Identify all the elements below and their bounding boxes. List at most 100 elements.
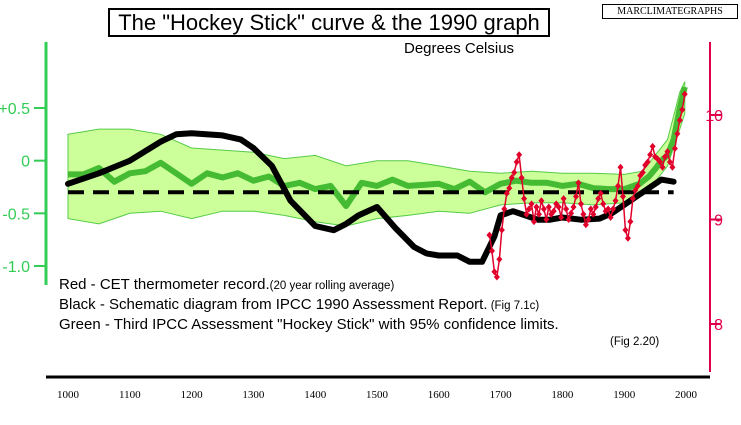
red-cet-point bbox=[528, 200, 535, 208]
red-cet-point bbox=[661, 153, 668, 161]
red-cet-point bbox=[518, 174, 525, 182]
red-cet-point bbox=[508, 174, 515, 182]
red-cet-point bbox=[666, 158, 673, 166]
red-cet-point bbox=[491, 268, 498, 276]
red-cet-point bbox=[543, 216, 550, 223]
red-cet-point bbox=[530, 218, 537, 226]
red-cet-point bbox=[627, 218, 634, 226]
red-cet-point bbox=[647, 151, 654, 159]
red-cet-point bbox=[590, 210, 597, 218]
red-cet-point bbox=[498, 226, 505, 234]
left-axis-tick-label: 0 bbox=[21, 154, 30, 171]
red-cet-point bbox=[634, 182, 641, 190]
red-cet-point bbox=[533, 203, 540, 211]
left-axis-tick-label: -1.0 bbox=[2, 259, 30, 276]
x-axis-tick-label: 1300 bbox=[242, 389, 265, 401]
red-cet-point bbox=[503, 189, 510, 197]
red-cet-point bbox=[496, 255, 503, 263]
red-cet-point bbox=[632, 186, 639, 194]
red-cet-point bbox=[572, 193, 579, 201]
red-cet-point bbox=[597, 189, 604, 197]
red-cet-point bbox=[674, 130, 681, 138]
legend-green-text: Green - Third IPCC Assessment "Hockey St… bbox=[59, 316, 559, 333]
red-cet-point bbox=[657, 158, 664, 166]
red-cet-point bbox=[615, 182, 622, 190]
red-cet-point bbox=[605, 205, 612, 213]
legend-red-text: Red - CET thermometer record. bbox=[59, 276, 270, 293]
red-cet-point bbox=[659, 163, 666, 171]
red-cet-point bbox=[664, 148, 671, 156]
x-axis-tick-label: 1500 bbox=[366, 389, 389, 401]
green-hockey-stick-line bbox=[68, 86, 688, 209]
red-cet-point bbox=[565, 216, 572, 223]
right-axis-tick-label: 10 bbox=[705, 108, 723, 125]
legend-red-note: (20 year rolling average) bbox=[269, 280, 395, 292]
x-axis-tick-label: 1900 bbox=[613, 389, 636, 401]
legend-green: Green - Third IPCC Assessment "Hockey St… bbox=[59, 316, 559, 333]
red-cet-point bbox=[568, 209, 575, 217]
red-cet-point bbox=[587, 205, 594, 213]
red-cet-point bbox=[575, 179, 582, 187]
x-axis-tick-label: 1400 bbox=[304, 389, 327, 401]
credit-label: MARCLIMATEGRAPHS bbox=[602, 4, 738, 19]
red-cet-point bbox=[669, 163, 676, 171]
red-cet-point bbox=[560, 195, 567, 203]
legend-black-text: Black - Schematic diagram from IPCC 1990… bbox=[59, 296, 488, 313]
left-axis-tick-label: +0.5 bbox=[0, 101, 30, 118]
red-cet-point bbox=[592, 203, 599, 211]
red-cet-point bbox=[540, 205, 547, 213]
red-cet-point bbox=[501, 205, 508, 213]
red-cet-point bbox=[493, 273, 500, 281]
legend-red: Red - CET thermometer record.(20 year ro… bbox=[59, 276, 394, 293]
black-1990-schematic-line bbox=[65, 130, 677, 265]
legend-green-note: (Fig 2.20) bbox=[610, 336, 660, 348]
x-axis-tick-label: 1700 bbox=[490, 389, 513, 401]
red-cet-point bbox=[610, 205, 617, 213]
red-cet-point bbox=[570, 203, 577, 211]
red-cet-point bbox=[629, 195, 636, 203]
right-axis-tick-label: 9 bbox=[714, 213, 723, 230]
red-cet-point bbox=[612, 197, 619, 205]
red-cet-point bbox=[585, 216, 592, 223]
red-cet-point bbox=[521, 195, 528, 203]
legend-black-note: (Fig 7.1c) bbox=[487, 300, 540, 312]
x-axis-tick-label: 1800 bbox=[551, 389, 574, 401]
red-cet-point bbox=[679, 106, 686, 114]
red-cet-point bbox=[516, 151, 523, 159]
red-cet-point bbox=[607, 213, 614, 221]
red-cet-point bbox=[535, 210, 542, 218]
x-axis-tick-label: 1600 bbox=[428, 389, 451, 401]
x-axis-tick-label: 1000 bbox=[57, 389, 80, 401]
red-cet-point bbox=[595, 195, 602, 203]
red-cet-point bbox=[681, 90, 688, 98]
units-label: Degrees Celsius bbox=[404, 40, 515, 57]
red-cet-point bbox=[619, 193, 626, 201]
red-cet-point bbox=[545, 203, 552, 211]
red-cet-point bbox=[538, 197, 545, 205]
red-cet-point bbox=[649, 142, 656, 150]
right-axis-tick-label: 8 bbox=[714, 317, 723, 334]
red-cet-point bbox=[526, 205, 533, 213]
red-cet-point bbox=[617, 163, 624, 171]
red-cet-point bbox=[486, 231, 493, 239]
red-cet-point bbox=[676, 116, 683, 124]
legend-black: Black - Schematic diagram from IPCC 1990… bbox=[59, 296, 539, 313]
left-axis-tick-label: -0.5 bbox=[2, 206, 30, 223]
red-cet-point bbox=[622, 226, 629, 234]
red-cet-point bbox=[513, 158, 520, 166]
red-cet-point bbox=[639, 168, 646, 176]
red-cet-point bbox=[511, 168, 518, 176]
x-axis-tick-label: 1200 bbox=[181, 389, 204, 401]
red-cet-point bbox=[523, 210, 530, 218]
red-cet-point bbox=[580, 210, 587, 218]
red-cet-point bbox=[671, 144, 678, 152]
confidence-band bbox=[67, 81, 686, 227]
red-cet-point bbox=[644, 158, 651, 166]
red-cet-point bbox=[582, 221, 589, 229]
red-cet-point bbox=[558, 213, 565, 221]
x-axis-tick-label: 1100 bbox=[119, 389, 141, 401]
chart-title: The "Hockey Stick" curve & the 1990 grap… bbox=[108, 8, 550, 37]
red-cet-point bbox=[506, 184, 513, 192]
red-cet-point bbox=[555, 203, 562, 211]
